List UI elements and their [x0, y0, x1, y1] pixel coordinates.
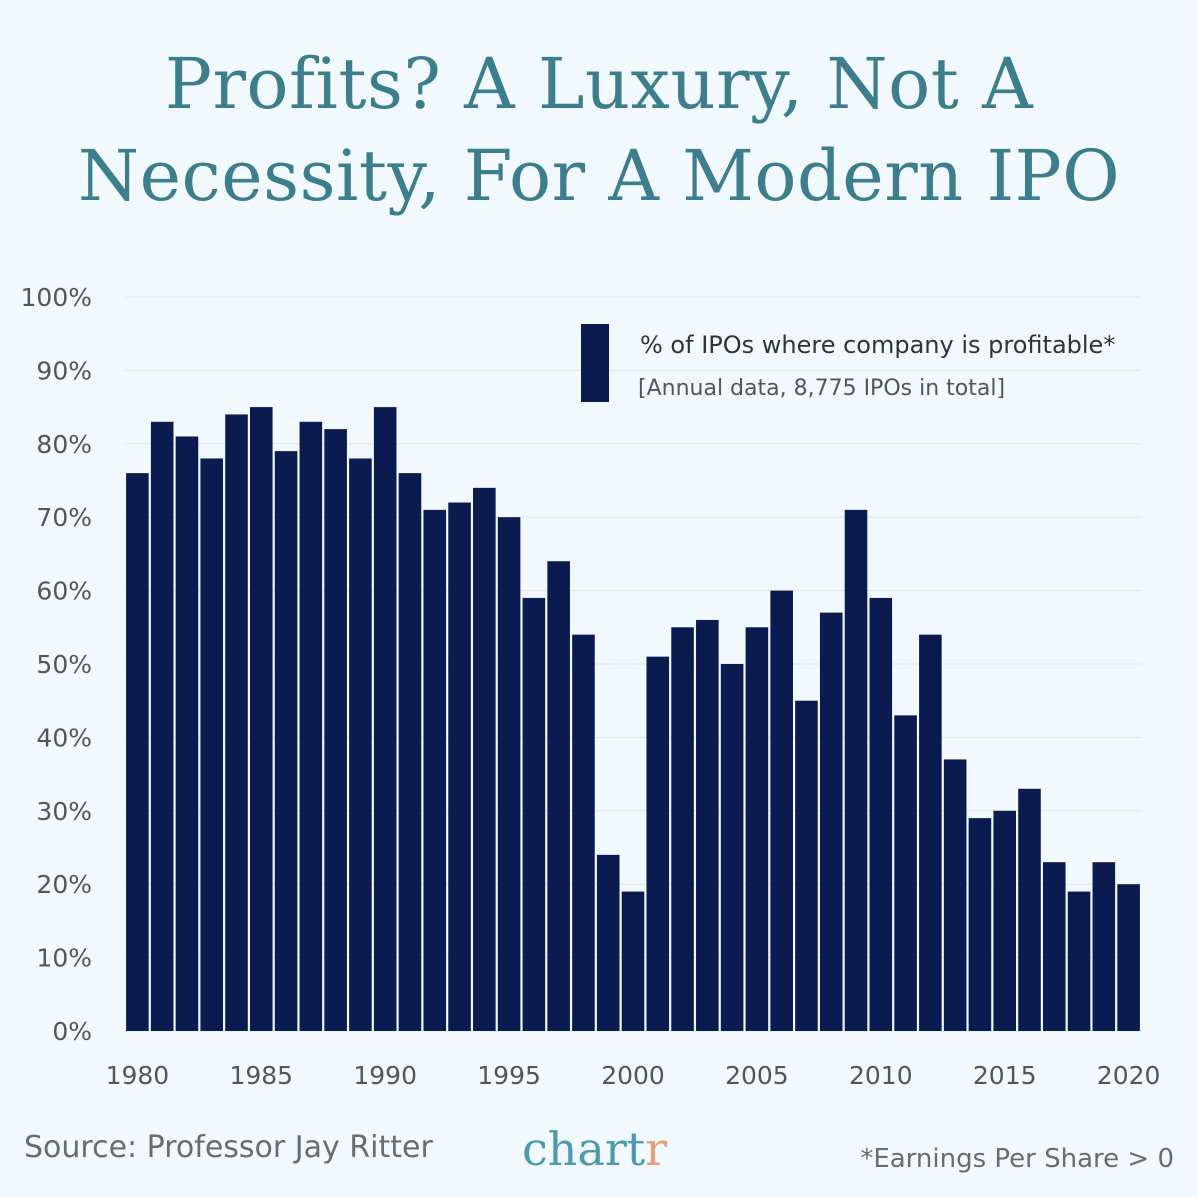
bar-2013 — [943, 759, 967, 1031]
y-tick-label: 100% — [21, 283, 92, 312]
bar-2015 — [993, 810, 1016, 1031]
legend-sublabel: [Annual data, 8,775 IPOs in total] — [638, 376, 1005, 401]
x-tick-label: 1995 — [477, 1061, 541, 1090]
bar-1995 — [497, 517, 521, 1031]
bars — [126, 407, 1140, 1032]
source-credit: Source: Professor Jay Ritter — [24, 1130, 433, 1165]
bar-1997 — [547, 561, 570, 1031]
x-tick-label: 1990 — [353, 1061, 417, 1090]
bar-1989 — [349, 458, 372, 1032]
y-tick-label: 30% — [36, 797, 92, 826]
bar-1984 — [225, 414, 248, 1031]
bar-1985 — [250, 407, 273, 1032]
y-tick-label: 80% — [36, 430, 92, 459]
bar-2020 — [1117, 884, 1140, 1031]
chart-title-line-2: Necessity, For A Modern IPO — [77, 135, 1121, 217]
bar-1982 — [175, 436, 199, 1032]
y-tick-label: 20% — [36, 870, 92, 899]
chart-title-line-1: Profits? A Luxury, Not A — [164, 43, 1034, 125]
y-tick-label: 40% — [36, 723, 92, 752]
y-tick-label: 60% — [36, 577, 92, 606]
bar-1998 — [572, 634, 595, 1031]
brand-logo-main: chart — [522, 1122, 646, 1176]
bar-2005 — [745, 627, 769, 1031]
bar-2008 — [819, 612, 843, 1031]
bar-2014 — [968, 818, 992, 1031]
bar-2006 — [770, 590, 793, 1031]
bar-1991 — [398, 473, 422, 1031]
bar-1988 — [324, 429, 347, 1031]
bar-1992 — [423, 509, 447, 1031]
y-axis-tick-labels: 0% 10% 20% 30% 40% 50% 60% 70% 80% 90% 100% — [21, 283, 92, 1046]
bar-1994 — [473, 487, 496, 1032]
bar-2011 — [894, 715, 917, 1031]
bar-2012 — [919, 634, 942, 1031]
x-tick-label: 2010 — [849, 1061, 913, 1090]
legend-swatch — [581, 324, 609, 402]
bar-2019 — [1092, 862, 1116, 1031]
bar-2018 — [1067, 891, 1091, 1031]
bar-2007 — [795, 700, 818, 1031]
bar-1990 — [373, 407, 397, 1032]
bar-2016 — [1018, 788, 1041, 1031]
x-tick-label: 2000 — [601, 1061, 665, 1090]
bar-1996 — [522, 597, 546, 1031]
y-tick-label: 0% — [52, 1017, 92, 1046]
bar-1987 — [299, 421, 323, 1031]
legend: % of IPOs where company is profitable* [… — [581, 324, 1115, 402]
x-tick-label: 1980 — [106, 1061, 170, 1090]
x-tick-label: 2005 — [725, 1061, 789, 1090]
legend-label: % of IPOs where company is profitable* — [640, 331, 1115, 359]
bar-1986 — [274, 451, 298, 1031]
x-tick-label: 1985 — [229, 1061, 293, 1090]
x-tick-label: 2015 — [973, 1061, 1037, 1090]
bar-1983 — [200, 458, 224, 1032]
bar-2010 — [869, 597, 893, 1031]
bar-2001 — [646, 656, 670, 1031]
bar-1999 — [596, 854, 620, 1031]
bar-2002 — [671, 627, 694, 1031]
x-tick-label: 2020 — [1097, 1061, 1161, 1090]
bar-1980 — [126, 473, 149, 1031]
brand-logo: chartr — [522, 1122, 667, 1176]
y-tick-label: 70% — [36, 503, 92, 532]
x-axis-tick-labels: 1980 1985 1990 1995 2000 2005 2010 2015 2020 — [106, 1061, 1161, 1090]
y-tick-label: 10% — [36, 944, 92, 973]
bar-2003 — [696, 619, 719, 1031]
bar-2017 — [1042, 862, 1066, 1031]
bar-2009 — [844, 509, 868, 1031]
y-tick-label: 90% — [36, 356, 92, 385]
footnote: *Earnings Per Share > 0 — [860, 1144, 1174, 1174]
bar-1981 — [150, 421, 174, 1031]
y-tick-label: 50% — [36, 650, 92, 679]
bar-1993 — [448, 502, 471, 1031]
bar-2004 — [720, 664, 744, 1031]
chart-title: Profits? A Luxury, Not A Necessity, For … — [0, 38, 1198, 222]
brand-logo-accent: r — [645, 1122, 668, 1176]
bar-2000 — [621, 891, 645, 1031]
